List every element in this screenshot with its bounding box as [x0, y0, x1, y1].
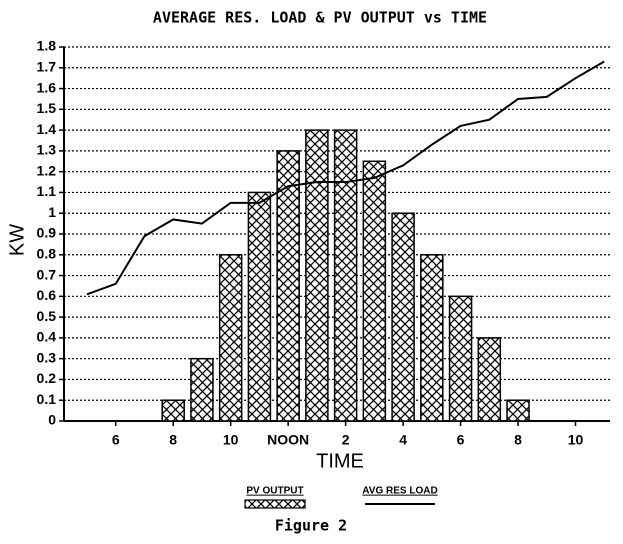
bar: [420, 254, 444, 422]
bar: [190, 357, 214, 422]
y-tick-label: 0.8: [37, 245, 57, 261]
bar: [448, 295, 473, 422]
x-tick-label: 6: [112, 432, 120, 448]
bar: [161, 399, 185, 422]
x-tick-label: 6: [457, 432, 465, 448]
y-tick-label: 1: [48, 204, 56, 220]
bar: [391, 212, 415, 422]
x-tick-label: 4: [399, 432, 407, 448]
chart-title: AVERAGE RES. LOAD & PV OUTPUT vs TIME: [153, 9, 487, 27]
bar: [218, 254, 243, 422]
y-tick-label: 0: [48, 412, 56, 428]
x-axis-label: TIME: [316, 450, 364, 472]
bar: [477, 337, 502, 422]
y-tick-label: 1.6: [37, 79, 57, 95]
y-tick-label: 0.6: [37, 287, 57, 303]
x-tick-label: 10: [568, 432, 584, 448]
bar: [506, 399, 530, 422]
caption: Figure 2: [275, 517, 347, 535]
y-tick-label: 0.3: [37, 349, 57, 365]
y-tick-label: 1.8: [37, 38, 57, 54]
y-tick-label: 1.4: [37, 121, 57, 137]
legend-label: AVG RES LOAD: [362, 486, 437, 497]
x-tick-label: 8: [169, 432, 177, 448]
y-tick-label: 0.9: [37, 225, 57, 241]
y-axis-label: KW: [6, 224, 28, 256]
y-tick-label: 0.5: [37, 308, 57, 324]
bar: [362, 160, 387, 422]
legend-label: PV OUTPUT: [246, 486, 303, 497]
x-tick-label: NOON: [267, 432, 309, 448]
y-tick-label: 1.5: [37, 100, 57, 116]
legend-swatch: [244, 499, 306, 509]
x-tick-label: 8: [514, 432, 522, 448]
x-tick-label: 10: [223, 432, 239, 448]
y-tick-label: 1.2: [37, 162, 57, 178]
y-tick-label: 0.1: [37, 391, 57, 407]
line: [86, 60, 605, 296]
bar: [305, 129, 329, 422]
y-tick-label: 1.3: [37, 142, 57, 158]
x-tick-label: 2: [342, 432, 350, 448]
bar: [247, 191, 272, 422]
y-tick-label: 1.7: [37, 58, 57, 74]
bar: [276, 150, 300, 422]
y-tick-label: 1.1: [37, 183, 57, 199]
y-tick-label: 0.4: [37, 329, 57, 345]
y-tick-label: 0.2: [37, 370, 57, 386]
y-tick-label: 0.7: [37, 266, 57, 282]
bar: [333, 129, 358, 422]
